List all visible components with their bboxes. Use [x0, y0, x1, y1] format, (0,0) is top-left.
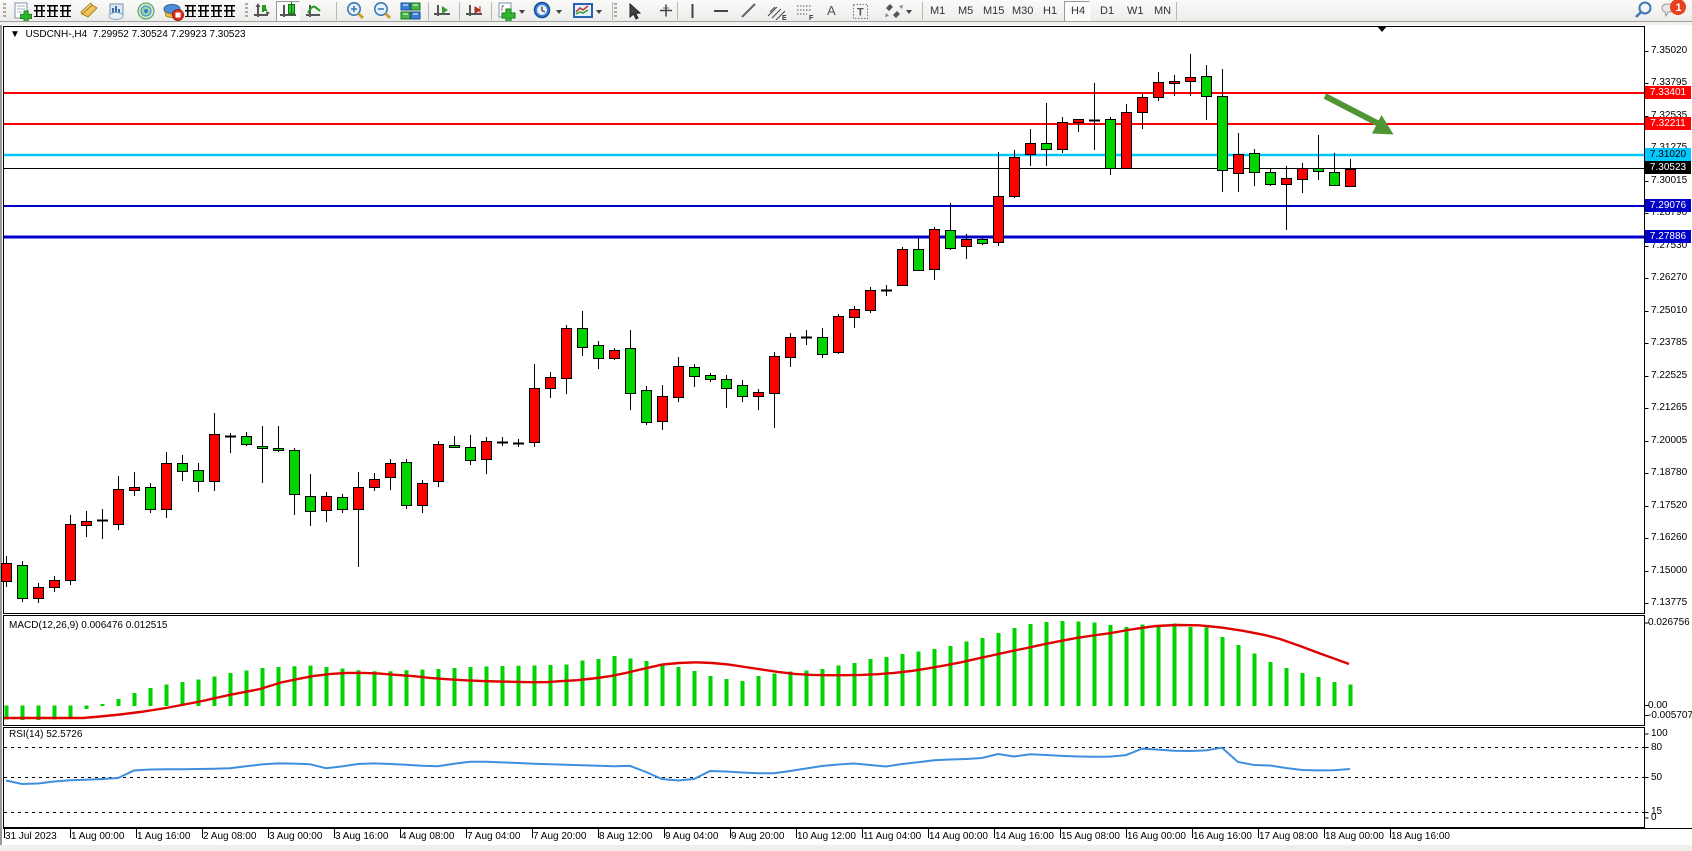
svg-text:1: 1 [1676, 2, 1682, 14]
svg-text:f: f [501, 4, 504, 13]
svg-text:F: F [809, 15, 814, 22]
svg-text:A: A [827, 3, 836, 18]
svg-text:E: E [782, 15, 787, 22]
svg-text:T: T [857, 7, 864, 19]
